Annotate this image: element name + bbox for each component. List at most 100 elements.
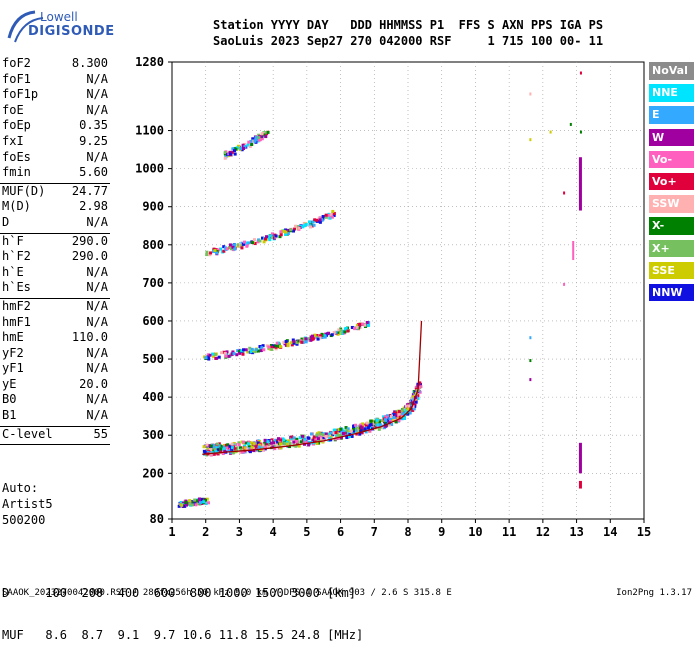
echo-point xyxy=(375,420,379,424)
param-label: M(D) xyxy=(2,199,31,214)
echo-point xyxy=(292,436,296,440)
parameter-panel: foF2 8.300 foF1 N/A foF1p N/A foE N/A foEp 0.35 fx… xyxy=(0,56,110,446)
echo-point xyxy=(359,429,363,433)
echo-point xyxy=(296,442,300,446)
echo-point xyxy=(286,442,290,446)
echo-point xyxy=(390,414,394,418)
echo-point xyxy=(206,445,210,449)
param-row: h`F2 290.0 xyxy=(0,249,110,265)
param-value: 8.300 xyxy=(71,56,108,70)
echo-point xyxy=(249,350,253,354)
echo-point xyxy=(246,442,250,446)
echo-point xyxy=(222,249,226,253)
echo-point xyxy=(353,327,357,331)
echo-point xyxy=(224,354,228,358)
echo-point xyxy=(279,438,283,442)
echo-point xyxy=(321,215,325,219)
echo-point xyxy=(251,351,255,355)
echo-point xyxy=(216,248,220,252)
echo-point xyxy=(269,439,273,443)
echo-point xyxy=(236,243,240,247)
param-label: h`Es xyxy=(2,280,31,295)
echo-point xyxy=(563,191,566,195)
echo-point xyxy=(263,131,267,135)
echo-point xyxy=(262,348,266,352)
echo-point xyxy=(346,431,350,435)
echo-point xyxy=(179,500,183,504)
param-label: B1 xyxy=(2,408,17,423)
echo-point xyxy=(529,359,532,363)
param-value: 20.0 xyxy=(79,376,108,391)
echo-point xyxy=(368,429,372,433)
echo-point xyxy=(216,448,220,452)
echo-point xyxy=(394,417,398,421)
echo-point xyxy=(415,389,419,393)
x-tick-label: 10 xyxy=(468,525,482,539)
auto-algorithm: Artist5 xyxy=(2,497,53,511)
echo-point xyxy=(211,352,215,356)
echo-point xyxy=(354,423,358,427)
y-tick-label: 80 xyxy=(150,512,164,526)
echo-point xyxy=(321,433,325,437)
echo-point xyxy=(337,328,341,332)
echo-point xyxy=(395,411,399,415)
echo-point xyxy=(329,213,333,217)
x-tick-label: 7 xyxy=(371,525,378,539)
echo-point xyxy=(202,445,206,449)
echo-point xyxy=(291,338,295,342)
echo-point xyxy=(327,331,331,335)
echo-point xyxy=(300,337,304,341)
echo-point xyxy=(271,445,275,449)
echo-point xyxy=(180,503,184,507)
echo-point xyxy=(337,330,341,334)
echo-point xyxy=(358,322,362,326)
echo-point xyxy=(258,345,262,349)
echo-point xyxy=(222,443,226,447)
param-row: hmF2 N/A xyxy=(0,299,110,315)
echo-point xyxy=(220,351,224,355)
param-separator xyxy=(0,425,110,427)
ionogram-chart: 1 2 3 4 5 6 7 8 9 10 11 12 13 14 158020030040050060070… xyxy=(135,55,651,539)
echo-point xyxy=(298,436,302,440)
echo-point xyxy=(284,232,288,236)
y-tick-label: 700 xyxy=(142,276,164,290)
echo-point xyxy=(269,441,273,445)
echo-point xyxy=(313,218,317,222)
echo-point xyxy=(315,433,319,437)
echo-point xyxy=(194,503,198,507)
echo-point xyxy=(286,231,290,235)
echo-point xyxy=(363,427,367,431)
echo-point xyxy=(390,422,394,426)
echo-point xyxy=(326,432,330,436)
param-separator xyxy=(0,297,110,299)
echo-point xyxy=(563,282,566,286)
echo-point xyxy=(324,213,328,217)
echo-point xyxy=(215,251,219,255)
echo-point xyxy=(219,444,223,448)
echo-point xyxy=(205,253,209,257)
legend-item-noval: NoVal xyxy=(649,62,694,80)
param-label: h`E xyxy=(2,264,24,279)
param-row: h`E N/A xyxy=(0,265,110,281)
echo-point xyxy=(239,243,243,247)
echo-point xyxy=(235,353,239,357)
legend-item-vo: Vo- xyxy=(649,150,694,169)
x-tick-label: 14 xyxy=(603,525,617,539)
echo-point xyxy=(257,136,261,140)
param-label: foF2 xyxy=(2,56,31,70)
interference-streak xyxy=(572,240,575,261)
echo-point xyxy=(258,239,262,243)
echo-point xyxy=(279,442,283,446)
echo-point xyxy=(309,338,313,342)
echo-point xyxy=(286,228,290,232)
echo-point xyxy=(358,432,362,436)
muf-distance-table: D 100 200 400 600 800 1000 1500 3000 [km… xyxy=(2,558,363,656)
x-tick-label: 1 xyxy=(168,525,175,539)
param-row: B1 N/A xyxy=(0,408,110,424)
echo-point xyxy=(266,440,270,444)
echo-point xyxy=(314,335,318,339)
echo-point xyxy=(358,325,362,329)
echo-point xyxy=(351,427,355,431)
echo-point xyxy=(300,340,304,344)
echo-point xyxy=(294,444,298,448)
